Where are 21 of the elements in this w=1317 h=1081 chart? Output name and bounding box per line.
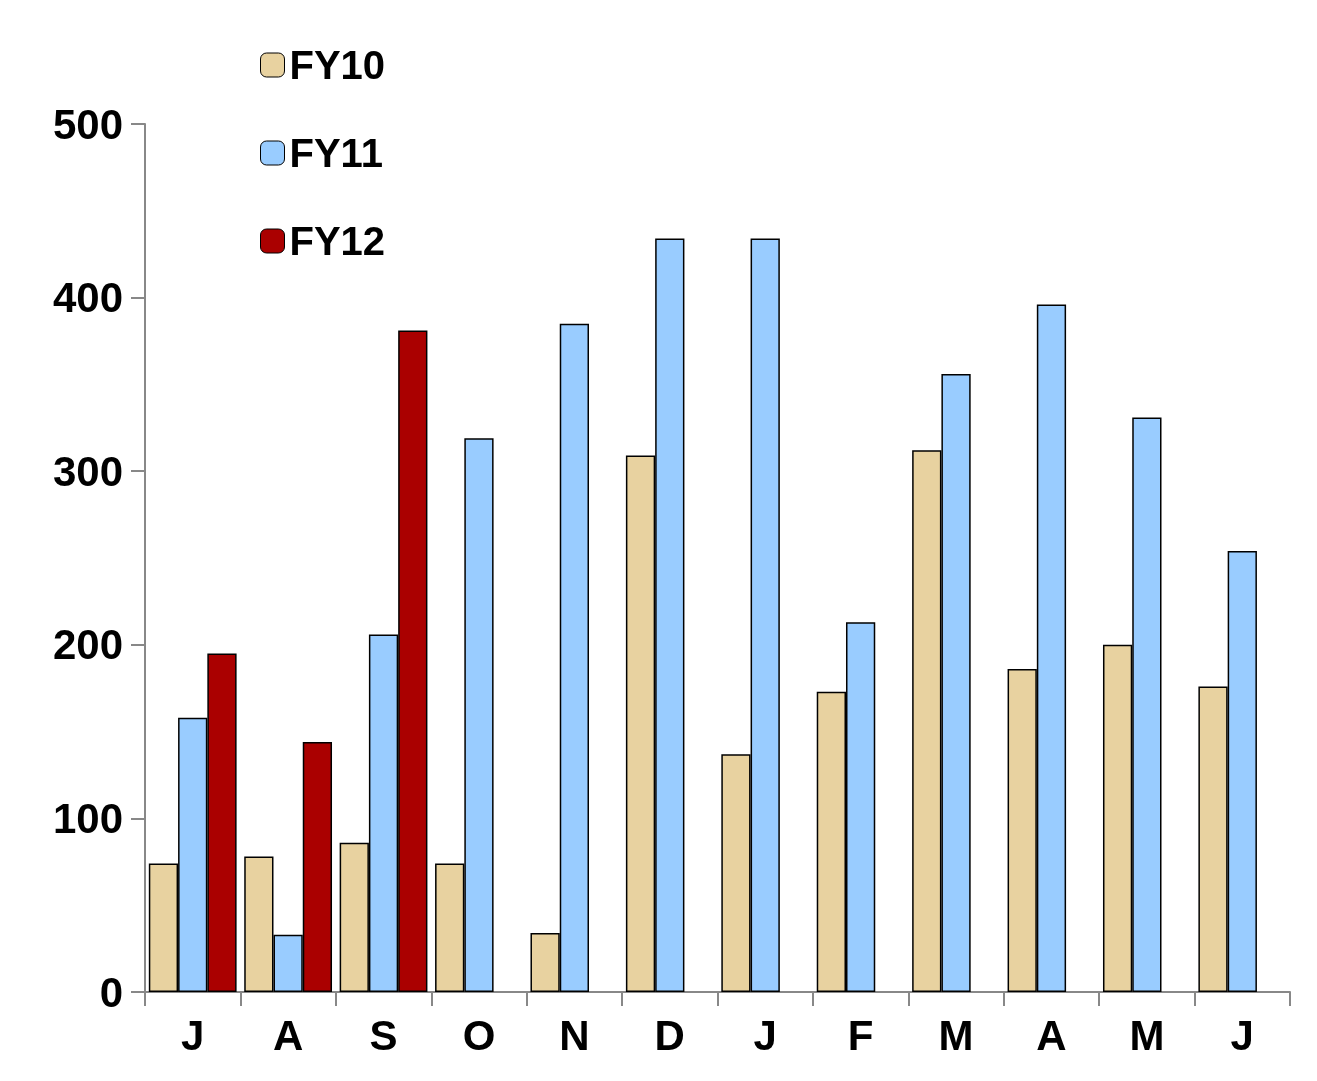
x-tick-label: O — [462, 1011, 496, 1059]
x-tick-label: J — [753, 1011, 777, 1059]
y-tick-label: 500 — [52, 100, 123, 148]
y-tick-label: 400 — [52, 274, 123, 322]
y-tick-label: 100 — [52, 794, 123, 842]
x-tick-label: J — [1230, 1011, 1254, 1059]
x-tick-label: J — [181, 1011, 205, 1059]
x-tick-label: A — [1036, 1011, 1067, 1059]
legend-label: FY11 — [289, 131, 383, 175]
x-tick-label: N — [559, 1011, 590, 1059]
legend-label: FY10 — [289, 43, 386, 87]
x-tick-label: M — [1129, 1011, 1165, 1059]
y-tick-label: 300 — [52, 447, 123, 495]
x-tick-label: M — [938, 1011, 974, 1059]
y-tick-label: 0 — [99, 968, 123, 1016]
x-tick-label: D — [654, 1011, 685, 1059]
legend-label: FY12 — [289, 219, 386, 263]
x-tick-label: S — [369, 1011, 398, 1059]
y-tick-label: 200 — [52, 621, 123, 669]
x-tick-label: A — [272, 1011, 304, 1059]
x-tick-label: F — [847, 1011, 874, 1059]
